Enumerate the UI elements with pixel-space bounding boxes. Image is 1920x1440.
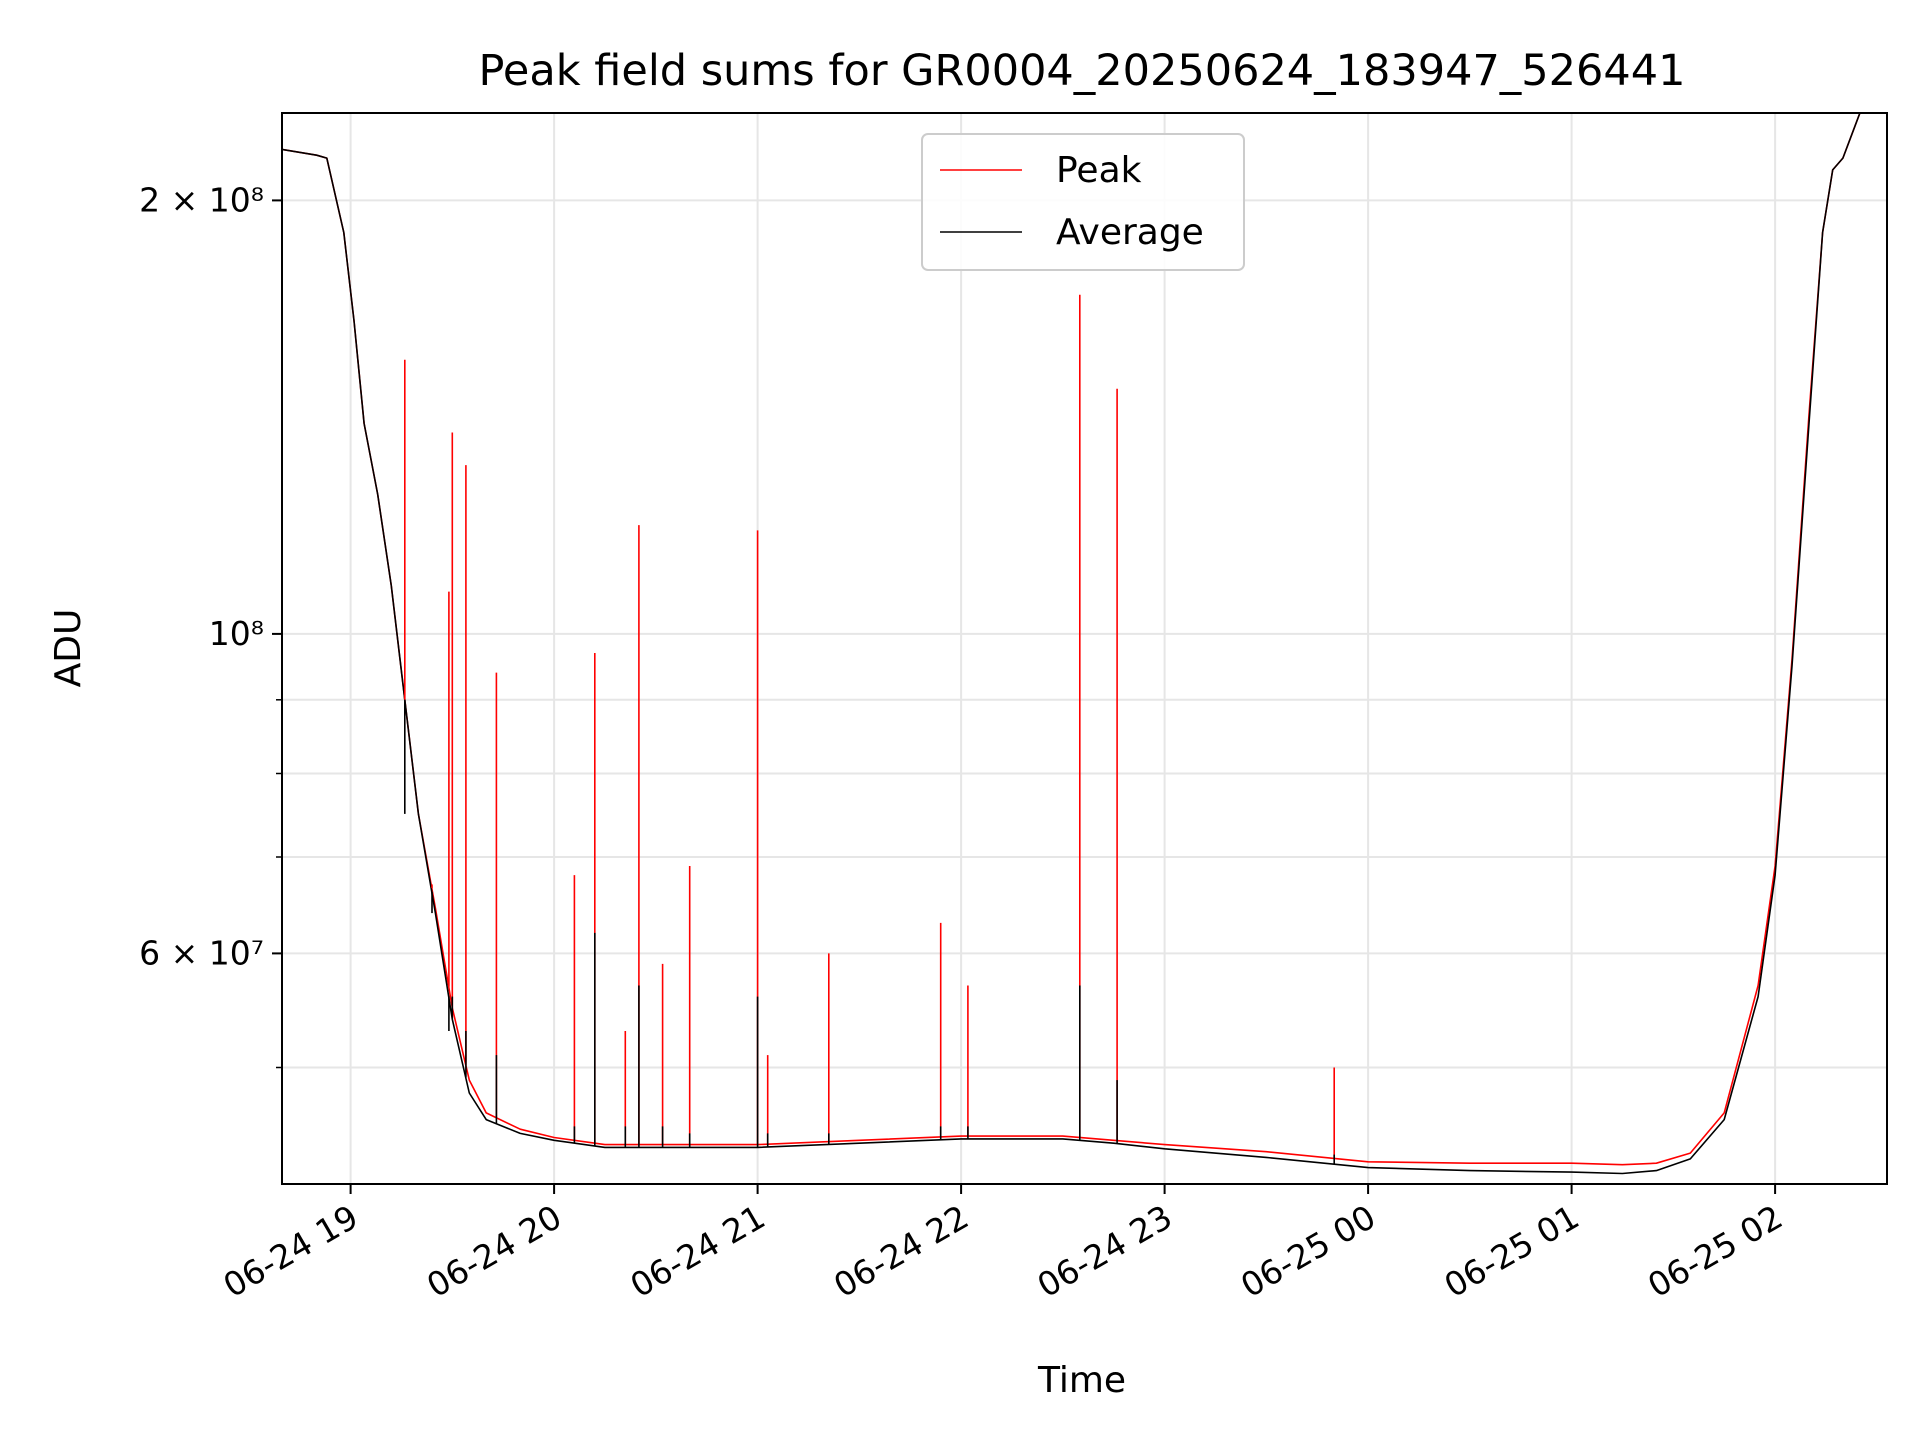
series-line-average	[282, 113, 1861, 1175]
chart-title: Peak field sums for GR0004_20250624_1839…	[479, 46, 1686, 96]
y-tick-label: 10⁸	[209, 614, 264, 653]
legend-entry-peak: Peak	[1056, 150, 1142, 191]
legend-box	[921, 133, 1245, 271]
y-tick-label: 6 × 10⁷	[139, 933, 264, 972]
grid	[282, 113, 1887, 1184]
x-axis-label: Time	[1037, 1360, 1126, 1401]
y-axis-label: ADU	[48, 609, 89, 688]
series-layer	[282, 113, 1861, 1175]
legend-entry-average: Average	[1056, 212, 1204, 253]
plot-frame	[281, 112, 1888, 1185]
y-axis: 2 × 10⁸ 10⁸ 6 × 10⁷	[139, 180, 282, 1069]
y-tick-label: 2 × 10⁸	[139, 180, 264, 219]
legend: Peak Average	[921, 133, 1245, 271]
